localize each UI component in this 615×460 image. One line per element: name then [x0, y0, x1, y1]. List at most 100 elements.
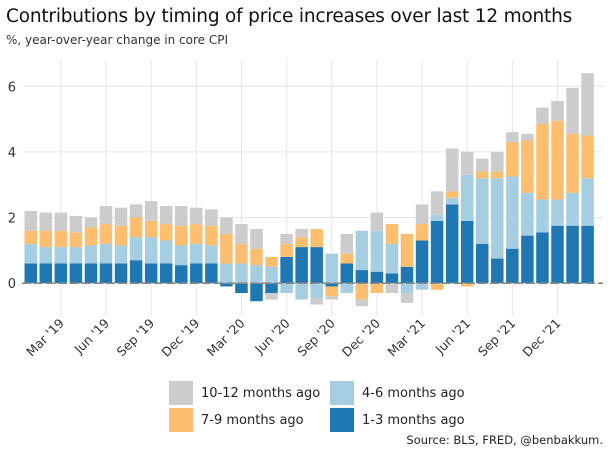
bar-segment: [54, 230, 68, 248]
bar-segment: [190, 207, 203, 225]
bar-segment: [114, 263, 128, 284]
bar-segment: [295, 237, 308, 248]
bar-segment: [551, 120, 564, 200]
x-tick-label: Dec '20: [339, 315, 383, 359]
bar-segment: [129, 237, 143, 261]
bar-segment: [114, 245, 128, 264]
bar-segment: [144, 263, 158, 284]
x-tick-label: Dec '21: [519, 316, 563, 360]
bar-segment: [445, 191, 459, 198]
y-tick-label: 2: [8, 212, 16, 227]
bar-segment: [265, 256, 278, 267]
bar-segment: [280, 233, 293, 244]
bar-segment: [280, 243, 293, 257]
bar-segment: [54, 212, 68, 231]
bar-segment: [460, 174, 474, 221]
y-axis: 0 2 4 6: [8, 80, 16, 292]
bar-segment: [521, 192, 534, 236]
bar-segment: [370, 271, 384, 284]
bar-segment: [325, 286, 338, 297]
y-tick-label: 0: [8, 277, 16, 292]
bar-segment: [114, 207, 128, 226]
x-tick-label: Jun '19: [71, 315, 113, 357]
bar-segment: [54, 247, 68, 264]
bar-segment: [355, 299, 369, 307]
bar-segment: [430, 191, 444, 215]
chart-title: Contributions by timing of price increas…: [6, 6, 573, 27]
bar-segment: [355, 270, 369, 284]
bar-segment: [175, 265, 188, 284]
bar-segment: [340, 283, 354, 294]
bar-segment: [235, 263, 248, 284]
bar-segment: [39, 247, 53, 264]
bar-segment: [24, 210, 37, 231]
bar-segment: [400, 266, 414, 284]
bar-segment: [551, 101, 564, 121]
bar-segment: [205, 225, 218, 246]
bar-segment: [491, 171, 504, 179]
bar-segment: [370, 212, 384, 231]
bar-segment: [129, 204, 143, 218]
bar-segment: [325, 253, 338, 284]
bar-segment: [220, 263, 233, 284]
bar-segment: [460, 220, 474, 284]
bar-segment: [476, 171, 489, 179]
bar-segment: [205, 245, 218, 264]
bar-segment: [205, 263, 218, 284]
bar-segment: [175, 225, 188, 246]
bar-segment: [310, 229, 323, 248]
bar-segment: [144, 201, 158, 221]
bar-segment: [39, 230, 53, 248]
bar-segment: [551, 199, 564, 226]
bar-segment: [355, 283, 369, 300]
bar-segment: [506, 132, 519, 143]
x-tick-label: Mar '19: [23, 315, 67, 359]
bar-segment: [325, 296, 338, 300]
bar-segment: [521, 133, 534, 141]
bar-segment: [536, 124, 549, 200]
bar-segment: [506, 142, 519, 177]
bar-segment: [99, 263, 113, 284]
bar-segment: [536, 199, 549, 233]
bar-segment: [445, 148, 459, 192]
bar-segment: [280, 256, 293, 284]
bar-segment: [24, 263, 37, 284]
y-tick-label: 4: [8, 146, 16, 161]
bar-segment: [385, 243, 399, 274]
bar-segment: [551, 225, 564, 284]
bar-segment: [430, 283, 444, 290]
bar-segment: [506, 176, 519, 249]
bar-segment: [250, 248, 263, 266]
bar-segment: [310, 283, 323, 298]
bar-segment: [400, 233, 414, 267]
bar-segment: [295, 229, 308, 238]
x-tick-label: Sep '21: [475, 316, 519, 360]
bar-segment: [84, 245, 98, 264]
bar-segment: [159, 206, 173, 225]
bar-segment: [476, 243, 489, 284]
bar-segment: [415, 283, 429, 290]
bar-segment: [310, 297, 323, 305]
bar-segment: [476, 178, 489, 244]
bar-segment: [385, 273, 399, 284]
bar-segment: [175, 206, 188, 226]
bar-segment: [476, 158, 489, 172]
bar-segment: [536, 107, 549, 124]
bar-segment: [39, 263, 53, 284]
bar-segment: [190, 243, 203, 264]
bar-segment: [159, 263, 173, 284]
bar-segment: [24, 243, 37, 264]
bar-segment: [250, 229, 263, 249]
bar-segment: [445, 197, 459, 205]
bar-segment: [295, 247, 308, 284]
bar-segment: [24, 230, 37, 244]
bar-segment: [385, 224, 399, 244]
x-tick-label: Jun '21: [432, 316, 474, 358]
x-tick-label: Dec '19: [158, 315, 202, 359]
bar-segment: [430, 214, 444, 221]
bar-segment: [99, 224, 113, 244]
bar-segment: [415, 224, 429, 241]
bar-segment: [566, 225, 579, 284]
bar-segment: [69, 247, 83, 264]
bar-segment: [415, 204, 429, 225]
